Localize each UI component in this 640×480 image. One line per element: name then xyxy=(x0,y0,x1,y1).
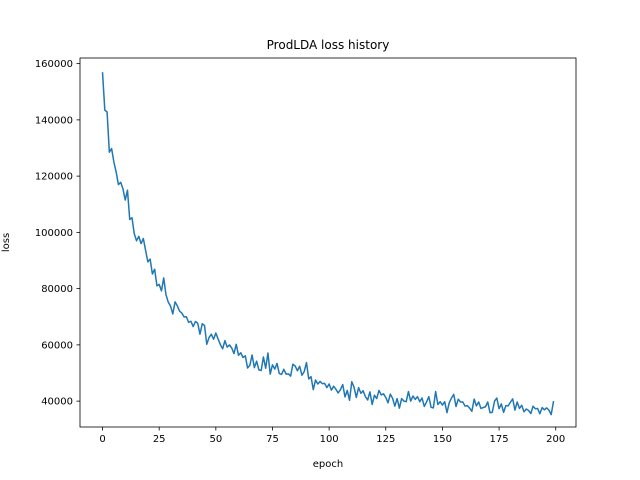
y-tick-label: 80000 xyxy=(41,284,73,295)
y-tick-label: 40000 xyxy=(41,397,73,408)
x-tick-label: 25 xyxy=(153,434,166,445)
x-tick-label: 125 xyxy=(376,434,395,445)
x-tick-label: 150 xyxy=(433,434,452,445)
x-axis: 0 25 50 75 100 125 150 175 200 xyxy=(99,427,565,445)
x-axis-label: epoch xyxy=(313,459,343,470)
x-tick-label: 100 xyxy=(320,434,339,445)
x-tick-label: 200 xyxy=(546,434,565,445)
y-tick-label: 140000 xyxy=(35,115,73,126)
y-tick-label: 120000 xyxy=(35,172,73,183)
x-tick-label: 0 xyxy=(99,434,105,445)
y-axis: 40000 60000 80000 100000 120000 140000 160000 xyxy=(35,59,80,408)
loss-series-line xyxy=(101,72,555,416)
y-tick-label: 60000 xyxy=(41,340,73,351)
plot-area xyxy=(80,58,576,427)
x-tick-label: 50 xyxy=(209,434,222,445)
y-axis-label: loss xyxy=(1,233,12,252)
x-tick-label: 175 xyxy=(490,434,509,445)
y-tick-label: 160000 xyxy=(35,59,73,70)
plot-frame xyxy=(79,57,577,428)
chart-title: ProdLDA loss history xyxy=(267,38,390,52)
x-tick-label: 75 xyxy=(266,434,279,445)
y-tick-label: 100000 xyxy=(35,228,73,239)
